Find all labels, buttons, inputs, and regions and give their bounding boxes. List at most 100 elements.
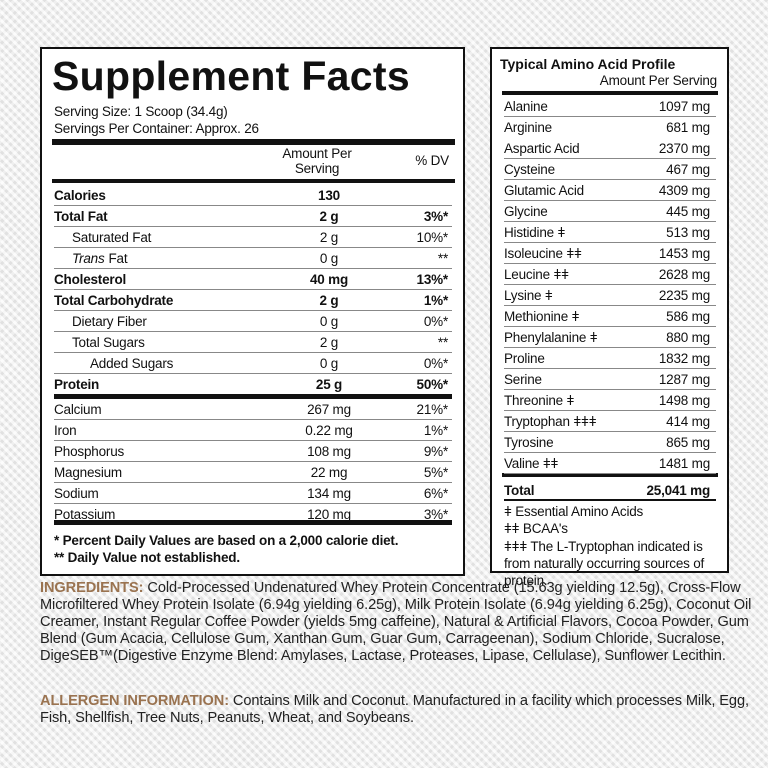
nutrient-amount: 0 g [319,356,339,371]
amino-value: 513 mg [666,225,710,240]
amino-name: Cysteine [504,162,555,177]
thick-rule [502,91,718,95]
amino-row: Valine ǂǂ 1481 mg [504,453,716,474]
amino-title: Typical Amino Acid Profile [500,56,676,72]
ingredients-label: INGREDIENTS: [40,580,144,596]
nutrient-amount: 0.22 mg [305,423,353,438]
nutrient-amount: 2 g [319,209,339,224]
nutrient-name: Total Carbohydrate [54,293,174,308]
nutrient-dv: 0%* [423,314,448,329]
amino-value: 2628 mg [658,267,710,282]
supplement-facts-panel: Supplement Facts Serving Size: 1 Scoop (… [40,47,465,576]
amino-name: Proline [504,351,545,366]
nutrient-row: Added Sugars 0 g 0%* [54,353,452,374]
nutrient-dv: 21%* [416,402,449,417]
amino-row: Glutamic Acid 4309 mg [504,180,716,201]
amino-row: Leucine ǂǂ 2628 mg [504,264,716,285]
amino-row: Histidine ǂ 513 mg [504,222,716,243]
amino-footnote: ǂǂǂ The L-Tryptophan indicated is from n… [504,539,705,588]
nutrient-dv: 13%* [416,272,449,287]
nutrient-amount: 2 g [319,335,339,350]
amino-row: Isoleucine ǂǂ 1453 mg [504,243,716,264]
amount-header: Amount Per Serving [282,146,352,176]
amino-value: 586 mg [666,309,710,324]
nutrient-amount: 108 mg [307,444,351,459]
nutrient-row: Total Fat 2 g 3%* [54,206,452,227]
nutrient-amount: 25 g [315,377,343,392]
allergen-text: Contains Milk and Coconut. Manufactured … [40,693,749,726]
nutrient-amount: 0 g [319,314,339,329]
amino-row: Tryptophan ǂǂǂ 414 mg [504,411,716,432]
nutrient-amount: 2 g [319,293,339,308]
nutrient-row: Dietary Fiber 0 g 0%* [54,311,452,332]
nutrient-name: Sodium [54,486,99,501]
nutrient-name: Calcium [54,402,102,417]
nutrient-dv: 3%* [423,209,448,224]
thick-rule [52,139,455,145]
nutrient-name: Protein [54,377,100,392]
amino-value: 467 mg [666,162,710,177]
amino-name: Glutamic Acid [504,183,584,198]
allergen-label: ALLERGEN INFORMATION: [40,693,229,709]
nutrient-amount: 267 mg [307,402,351,417]
amino-value: 1498 mg [658,393,710,408]
nutrient-dv: 3%* [423,507,448,522]
amino-value: 865 mg [666,435,710,450]
nutrient-name: Phosphorus [54,444,125,459]
total-value: 25,041 mg [646,483,711,498]
nutrient-dv: 50%* [416,377,449,392]
amino-row: Serine 1287 mg [504,369,716,390]
amino-footnote: ǂ Essential Amino Acids [504,504,644,519]
nutrient-dv: 10%* [416,230,449,245]
nutrient-row: Phosphorus 108 mg 9%* [54,441,452,462]
amino-name: Methionine ǂ [504,309,580,324]
amino-value: 1481 mg [658,456,710,471]
amino-name: Threonine ǂ [504,393,575,408]
nutrient-name-italic: Trans [72,251,105,266]
allergen: ALLERGEN INFORMATION: Contains Milk and … [40,693,752,727]
amino-name: Lysine ǂ [504,288,553,303]
nutrient-dv: 9%* [423,444,448,459]
thick-rule [52,179,455,183]
nutrient-row: Total Carbohydrate 2 g 1%* [54,290,452,311]
amino-value: 2370 mg [658,141,710,156]
nutrient-row: Total Sugars 2 g ** [54,332,452,353]
nutrient-row: Potassium 120 mg 3%* [54,504,452,525]
nutrient-amount: 120 mg [307,507,351,522]
amino-total: Total 25,041 mg [504,480,716,501]
nutrient-dv: 1%* [423,423,448,438]
amino-subtitle: Amount Per Serving [599,73,717,88]
nutrient-amount: 130 [318,188,340,203]
nutrient-name: Total Fat [54,209,108,224]
nutrient-row: Magnesium 22 mg 5%* [54,462,452,483]
amino-row: Tyrosine 865 mg [504,432,716,453]
nutrient-name: Iron [54,423,77,438]
amino-value: 1097 mg [658,99,710,114]
amino-name: Glycine [504,204,548,219]
nutrient-dv: 1%* [423,293,448,308]
ingredients: INGREDIENTS: Cold-Processed Undenatured … [40,580,752,665]
nutrient-dv: 0%* [423,356,448,371]
nutrient-dv: ** [437,335,448,350]
amino-value: 880 mg [666,330,710,345]
nutrient-row: Cholesterol 40 mg 13%* [54,269,452,290]
nutrient-row: Saturated Fat 2 g 10%* [54,227,452,248]
total-label: Total [504,483,535,498]
nutrient-row: Iron 0.22 mg 1%* [54,420,452,441]
amino-name: Phenylalanine ǂ [504,330,598,345]
serving-size: Serving Size: 1 Scoop (34.4g) [54,104,228,119]
amino-name: Isoleucine ǂǂ [504,246,582,261]
footnote: ** Daily Value not established. [54,550,240,565]
nutrient-name: Total Sugars [72,335,145,350]
amino-row: Phenylalanine ǂ 880 mg [504,327,716,348]
amino-row: Threonine ǂ 1498 mg [504,390,716,411]
nutrient-amount: 22 mg [310,465,348,480]
amino-name: Tyrosine [504,435,554,450]
nutrient-name: Trans Fat [72,251,128,266]
nutrient-amount: 40 mg [309,272,349,287]
amino-value: 681 mg [666,120,710,135]
amino-name: Leucine ǂǂ [504,267,569,282]
amino-row: Arginine 681 mg [504,117,716,138]
thick-rule [502,473,718,477]
amino-value: 1453 mg [658,246,710,261]
